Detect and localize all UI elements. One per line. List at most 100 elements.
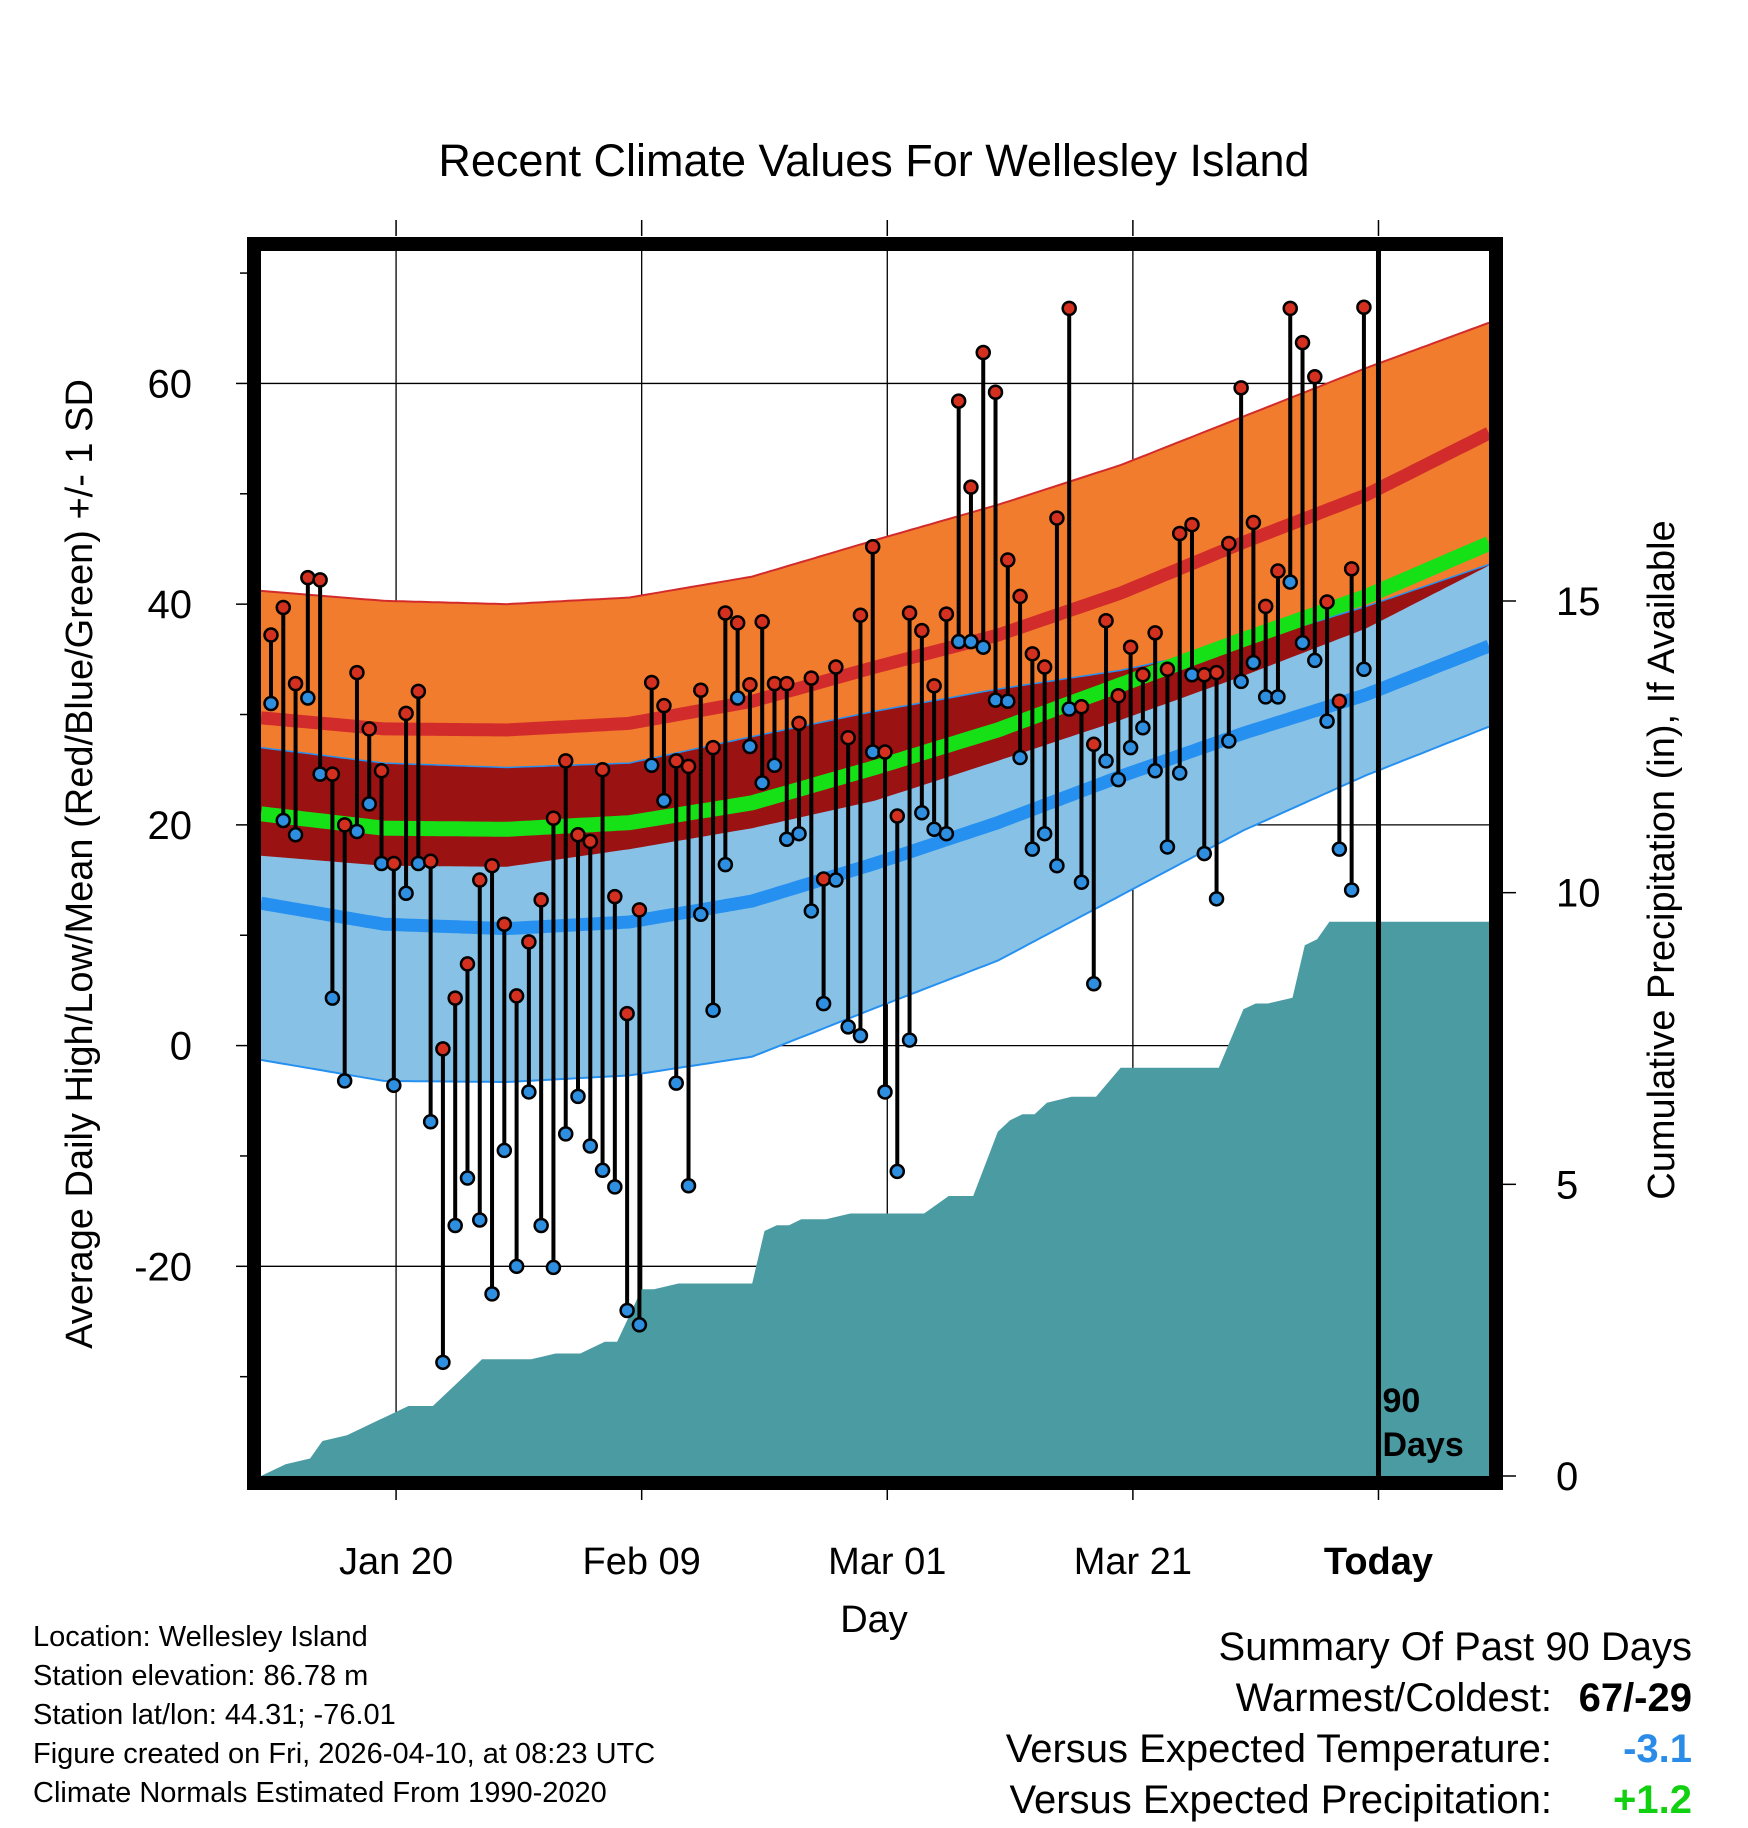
low-point (300, 690, 316, 706)
daily-obs (1135, 667, 1151, 736)
high-point (594, 761, 611, 778)
daily-obs (840, 729, 856, 1035)
daily-obs (754, 614, 770, 791)
high-point (459, 956, 476, 972)
station-info: Location: Wellesley Island Station eleva… (33, 1618, 655, 1813)
low-point (287, 827, 304, 843)
daily-obs (693, 682, 709, 923)
high-point (631, 902, 648, 918)
daily-obs (582, 833, 599, 1154)
high-point (484, 857, 500, 874)
high-point (607, 888, 623, 905)
high-point (1147, 625, 1163, 641)
daily-obs (533, 892, 549, 1234)
y2-tick-label: 5 (1556, 1163, 1578, 1207)
high-point (901, 605, 918, 621)
low-point (386, 1077, 402, 1094)
high-point (287, 675, 304, 692)
low-point (336, 1073, 353, 1089)
daily-obs (1221, 535, 1237, 749)
created-text: Figure created on Fri, 2026-04-10, at 08… (33, 1738, 656, 1770)
high-point (1036, 659, 1053, 675)
daily-observations (263, 299, 1372, 1371)
summary-title: Summary Of Past 90 Days (1218, 1625, 1692, 1669)
low-point (484, 1286, 500, 1302)
low-point (963, 633, 979, 650)
low-point (828, 872, 844, 888)
daily-obs (398, 705, 414, 902)
precip-row: Versus Expected Precipitation: +1.2 (1006, 1775, 1692, 1826)
high-point (1110, 688, 1127, 704)
high-point (324, 766, 341, 782)
high-point (373, 763, 390, 779)
daily-obs (1196, 667, 1213, 862)
low-point (889, 1163, 906, 1180)
summary-panel: Summary Of Past 90 Days Warmest/Coldest:… (1006, 1622, 1692, 1826)
low-point (914, 804, 930, 821)
low-point (570, 1088, 586, 1105)
daily-obs (656, 697, 672, 809)
low-point (1208, 891, 1225, 907)
daily-obs (386, 855, 402, 1094)
high-point (950, 393, 967, 409)
low-point (1233, 673, 1249, 690)
daily-obs (545, 810, 562, 1276)
high-point (828, 659, 844, 675)
high-point (1135, 667, 1151, 683)
low-point (1036, 825, 1053, 842)
daily-obs (496, 916, 513, 1159)
y-tick-label: 20 (148, 804, 193, 848)
plot-border (247, 237, 1503, 1490)
daily-obs (938, 606, 955, 842)
high-point (914, 622, 930, 639)
low-point (901, 1032, 918, 1048)
y2-tick-label: 10 (1556, 872, 1601, 916)
high-point (619, 1005, 635, 1022)
high-point (742, 676, 758, 693)
daily-obs (1356, 299, 1372, 678)
chart-title: Recent Climate Values For Wellesley Isla… (438, 135, 1309, 186)
daily-obs (680, 758, 697, 1194)
precip-value: +1.2 (1613, 1778, 1692, 1822)
high-point (1159, 661, 1176, 678)
high-point (779, 675, 795, 692)
daily-obs (300, 569, 316, 706)
low-point (1049, 857, 1065, 874)
high-point (877, 744, 893, 760)
daily-obs (1086, 736, 1102, 992)
low-point (1307, 652, 1323, 669)
low-point (496, 1142, 513, 1159)
high-point (926, 678, 942, 694)
high-point (1307, 369, 1323, 385)
y-tick-label: 60 (148, 362, 193, 406)
daily-obs (729, 615, 746, 706)
x-tick-label: Mar 21 (1074, 1541, 1192, 1583)
high-point (1196, 667, 1213, 683)
daily-obs (803, 670, 820, 919)
low-point (1221, 733, 1237, 749)
low-point (1159, 839, 1176, 855)
low-point (803, 903, 820, 919)
normals-text: Climate Normals Estimated From 1990-2020 (33, 1777, 607, 1809)
low-point (779, 831, 795, 847)
daily-obs (484, 857, 500, 1302)
low-point (938, 825, 955, 842)
low-point (852, 1027, 869, 1044)
low-point (631, 1317, 648, 1333)
high-point (300, 569, 316, 586)
daily-obs (779, 675, 795, 847)
high-point (1049, 510, 1065, 526)
high-point (1073, 699, 1090, 715)
low-point (459, 1170, 476, 1186)
high-point (1257, 598, 1274, 615)
daily-obs (889, 808, 906, 1180)
daily-obs (631, 902, 648, 1333)
normal-low-line (261, 640, 1489, 936)
daily-obs (1061, 300, 1077, 717)
daily-obs (914, 622, 930, 821)
today-label-unit: Days (1382, 1426, 1463, 1464)
high-point (864, 539, 881, 555)
high-point (1061, 300, 1077, 317)
low-point (1122, 739, 1139, 756)
low-point (975, 639, 991, 655)
